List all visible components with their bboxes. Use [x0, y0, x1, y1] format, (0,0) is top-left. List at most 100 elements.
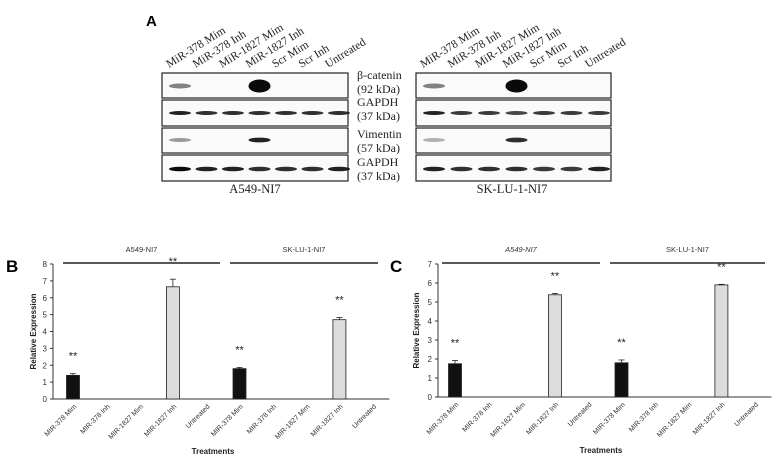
group-label: A549-NI7 [126, 245, 158, 254]
bar [614, 362, 629, 398]
marker-name: GAPDH [357, 95, 399, 109]
marker-name: β-catenin [357, 68, 402, 82]
significance-marker: ** [69, 351, 78, 363]
x-tick-label: MIR-378 Inh [628, 401, 660, 433]
x-tick-label: MIR-378 Inh [246, 403, 278, 435]
x-tick-label: MIR-1827 Mim [108, 403, 146, 441]
bar [448, 363, 462, 398]
protein-band [169, 166, 191, 172]
marker-size: (37 kDa) [357, 109, 400, 123]
protein-band [533, 166, 555, 172]
protein-band [248, 166, 271, 172]
x-tick-label: MIR-1827 Inh [525, 401, 560, 436]
significance-marker: ** [235, 344, 244, 356]
protein-band [423, 83, 445, 89]
y-tick-label: 3 [428, 336, 433, 345]
y-tick-label: 1 [43, 378, 48, 387]
significance-marker: ** [451, 338, 460, 350]
y-tick-label: 7 [428, 260, 433, 269]
x-tick-label: MIR-1827 Inh [310, 403, 345, 438]
protein-band [478, 166, 500, 172]
protein-band [423, 166, 445, 172]
x-tick-label: Untreated [567, 401, 594, 428]
y-tick-label: 0 [43, 395, 48, 404]
x-tick-label: MIR-1827 Mim [490, 401, 528, 439]
y-tick-label: 8 [43, 260, 48, 269]
protein-band [505, 79, 528, 93]
protein-band [505, 166, 528, 172]
protein-band [588, 166, 610, 172]
significance-marker: ** [335, 294, 344, 306]
bar [548, 294, 562, 398]
y-tick-label: 0 [428, 393, 433, 402]
x-tick-label: Untreated [351, 403, 378, 430]
bar [66, 374, 80, 400]
protein-band [222, 111, 244, 115]
cell-line-caption: A549-NI7 [229, 182, 280, 196]
x-tick-label: MIR-1827 Inh [692, 401, 727, 436]
protein-band [328, 111, 350, 115]
y-axis-label: Relative Expression [412, 292, 421, 368]
protein-band [505, 137, 528, 143]
cell-line-caption: SK-LU-1-NI7 [477, 182, 548, 196]
y-tick-label: 7 [43, 277, 48, 286]
bar [165, 286, 180, 400]
group-label: A549-NI7 [504, 245, 538, 254]
panel-letter-a: A [146, 13, 157, 30]
protein-band [275, 111, 297, 115]
group-label: SK-LU-1-NI7 [666, 245, 709, 254]
y-tick-label: 3 [43, 344, 48, 353]
protein-band [248, 137, 271, 143]
protein-band [423, 111, 445, 115]
blot-strip [161, 72, 349, 99]
protein-band [450, 166, 473, 172]
x-tick-label: Untreated [185, 403, 212, 430]
blot-strip [415, 72, 612, 99]
x-tick-label: MIR-378 Inh [80, 403, 112, 435]
marker-size: (37 kDa) [357, 169, 400, 183]
y-tick-label: 6 [43, 294, 48, 303]
bar [232, 368, 247, 400]
protein-band [301, 166, 324, 172]
x-axis-label: Treatments [580, 446, 623, 455]
y-tick-label: 6 [428, 279, 433, 288]
y-tick-label: 5 [428, 298, 433, 307]
protein-band [169, 111, 191, 115]
bar [332, 319, 347, 400]
x-tick-label: MIR-378 Mim [210, 403, 245, 438]
protein-band [533, 111, 555, 115]
protein-band [275, 166, 297, 172]
lane-label: Untreated [583, 36, 628, 70]
y-axis-label: Relative Expression [29, 293, 38, 369]
marker-name: Vimentin [357, 127, 402, 141]
x-tick-label: MIR-378 Inh [462, 401, 494, 433]
significance-marker: ** [551, 270, 560, 282]
x-tick-label: Untreated [733, 401, 760, 428]
protein-band [450, 111, 473, 115]
significance-marker: ** [717, 261, 726, 273]
protein-band [248, 111, 271, 115]
panel-letter: C [390, 257, 402, 276]
marker-name: GAPDH [357, 155, 399, 169]
y-tick-label: 2 [43, 361, 48, 370]
significance-marker: ** [169, 256, 178, 268]
significance-marker: ** [617, 337, 626, 349]
x-tick-label: MIR-1827 Inh [143, 403, 178, 438]
protein-band [560, 111, 583, 115]
protein-band [560, 166, 583, 172]
protein-band [222, 166, 244, 172]
x-tick-label: MIR-378 Mim [592, 401, 627, 436]
group-label: SK-LU-1-NI7 [283, 245, 326, 254]
x-tick-label: MIR-378 Mim [44, 403, 79, 438]
marker-size: (92 kDa) [357, 82, 400, 96]
protein-band [505, 111, 528, 115]
protein-band [328, 166, 350, 172]
protein-band [588, 111, 610, 115]
x-tick-label: MIR-1827 Mim [656, 401, 694, 439]
bar [714, 284, 729, 398]
x-axis-label: Treatments [192, 447, 235, 456]
panel-letter: B [6, 257, 18, 276]
protein-band [195, 111, 218, 115]
